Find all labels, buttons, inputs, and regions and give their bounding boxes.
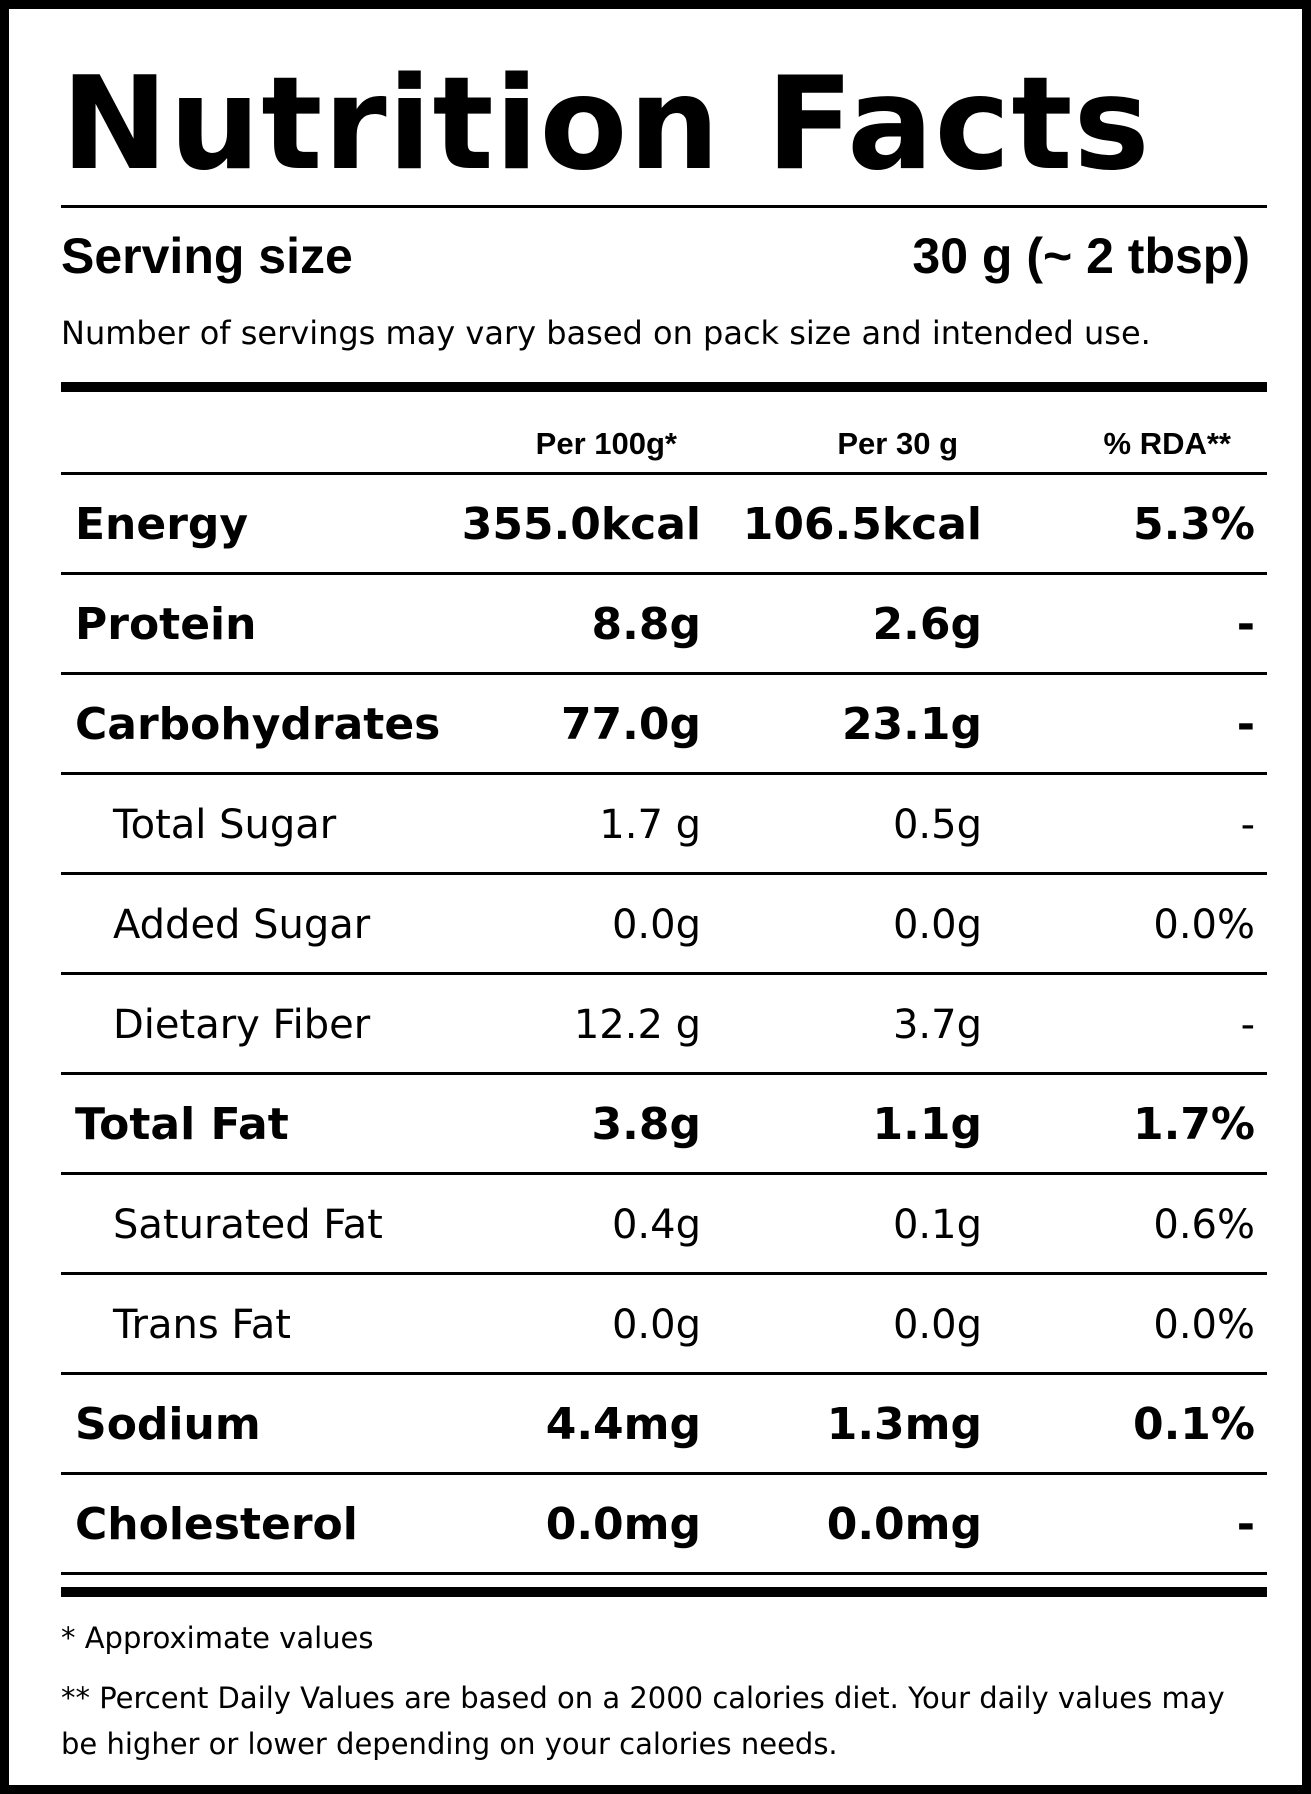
nutrient-per-100g: 0.0g (611, 902, 701, 948)
nutrient-rda: 0.1% (1132, 1399, 1255, 1450)
nutrient-per-serving: 1.1g (872, 1099, 982, 1150)
nutrient-row: Energy 355.0kcal 106.5kcal 5.3% (61, 475, 1267, 575)
thick-divider-top (61, 382, 1267, 392)
nutrient-per-100g: 3.8g (591, 1099, 701, 1150)
nutrient-per-serving: 3.7g (892, 1002, 982, 1048)
row-divider (61, 1172, 1267, 1175)
nutrient-per-serving: 0.0mg (826, 1499, 982, 1550)
nutrient-per-serving: 106.5kcal (742, 499, 982, 550)
servings-note: Number of servings may vary based on pac… (61, 314, 1151, 352)
nutrient-per-serving: 2.6g (872, 599, 982, 650)
nutrient-per-100g: 12.2 g (573, 1002, 701, 1048)
nutrient-name: Sodium (75, 1399, 261, 1450)
row-divider (61, 772, 1267, 775)
nutrient-rda: - (1236, 1499, 1255, 1550)
nutrient-per-100g: 4.4mg (545, 1399, 701, 1450)
nutrient-rda: 0.0% (1153, 1302, 1255, 1348)
row-divider (61, 572, 1267, 575)
row-divider (61, 1272, 1267, 1275)
nutrient-rda: - (1236, 599, 1255, 650)
title-divider (61, 205, 1267, 208)
row-divider (61, 1572, 1267, 1575)
serving-size-label: Serving size (61, 228, 353, 284)
nutrient-per-100g: 0.0mg (545, 1499, 701, 1550)
nutrient-name: Total Sugar (113, 802, 337, 848)
row-divider (61, 672, 1267, 675)
nutrient-rda: 1.7% (1132, 1099, 1255, 1150)
nutrient-row: Dietary Fiber 12.2 g 3.7g - (61, 975, 1267, 1075)
nutrient-per-100g: 8.8g (591, 599, 701, 650)
header-divider (61, 472, 1267, 475)
nutrient-name: Energy (75, 499, 249, 550)
row-divider (61, 1372, 1267, 1375)
nutrient-per-serving: 0.0g (892, 1302, 982, 1348)
footnote-approximate: * Approximate values (61, 1621, 374, 1655)
nutrient-rda: - (1240, 1002, 1255, 1048)
row-divider (61, 1472, 1267, 1475)
nutrient-row: Trans Fat 0.0g 0.0g 0.0% (61, 1275, 1267, 1375)
thick-divider-bottom (61, 1587, 1267, 1597)
serving-size-value: 30 g (~ 2 tbsp) (912, 228, 1250, 284)
nutrient-per-serving: 0.0g (892, 902, 982, 948)
nutrient-per-serving: 1.3mg (826, 1399, 982, 1450)
nutrient-row: Protein 8.8g 2.6g - (61, 575, 1267, 675)
nutrient-name: Cholesterol (75, 1499, 358, 1550)
nutrient-per-100g: 0.4g (611, 1202, 701, 1248)
nutrient-row: Total Sugar 1.7 g 0.5g - (61, 775, 1267, 875)
label-title: Nutrition Facts (61, 50, 1151, 199)
column-header-per-serving: Per 30 g (837, 426, 958, 461)
nutrient-per-100g: 1.7 g (599, 802, 701, 848)
nutrient-name: Saturated Fat (113, 1202, 383, 1248)
nutrient-row: Added Sugar 0.0g 0.0g 0.0% (61, 875, 1267, 975)
nutrient-name: Dietary Fiber (113, 1002, 371, 1048)
row-divider (61, 972, 1267, 975)
nutrient-rda: 0.6% (1153, 1202, 1255, 1248)
nutrient-name: Protein (75, 599, 257, 650)
nutrient-rda: - (1236, 699, 1255, 750)
nutrient-name: Added Sugar (113, 902, 371, 948)
nutrient-name: Total Fat (75, 1099, 289, 1150)
nutrient-row: Sodium 4.4mg 1.3mg 0.1% (61, 1375, 1267, 1475)
nutrient-rda: - (1240, 802, 1255, 848)
nutrient-row: Total Fat 3.8g 1.1g 1.7% (61, 1075, 1267, 1175)
row-divider (61, 872, 1267, 875)
nutrient-row: Saturated Fat 0.4g 0.1g 0.6% (61, 1175, 1267, 1275)
nutrient-per-100g: 355.0kcal (461, 499, 701, 550)
nutrient-per-100g: 0.0g (611, 1302, 701, 1348)
footnote-rda: ** Percent Daily Values are based on a 2… (61, 1681, 1225, 1761)
nutrient-row: Carbohydrates 77.0g 23.1g - (61, 675, 1267, 775)
nutrient-per-serving: 0.1g (892, 1202, 982, 1248)
row-divider (61, 1072, 1267, 1075)
nutrient-name: Carbohydrates (75, 699, 441, 750)
column-header-rda: % RDA** (1103, 426, 1231, 461)
nutrient-per-serving: 0.5g (892, 802, 982, 848)
nutrient-row: Cholesterol 0.0mg 0.0mg - (61, 1475, 1267, 1575)
nutrient-per-100g: 77.0g (560, 699, 701, 750)
column-header-per-100g: Per 100g* (535, 426, 677, 461)
nutrient-per-serving: 23.1g (841, 699, 982, 750)
nutrient-rda: 0.0% (1153, 902, 1255, 948)
nutrient-rda: 5.3% (1132, 499, 1255, 550)
nutrient-name: Trans Fat (113, 1302, 291, 1348)
